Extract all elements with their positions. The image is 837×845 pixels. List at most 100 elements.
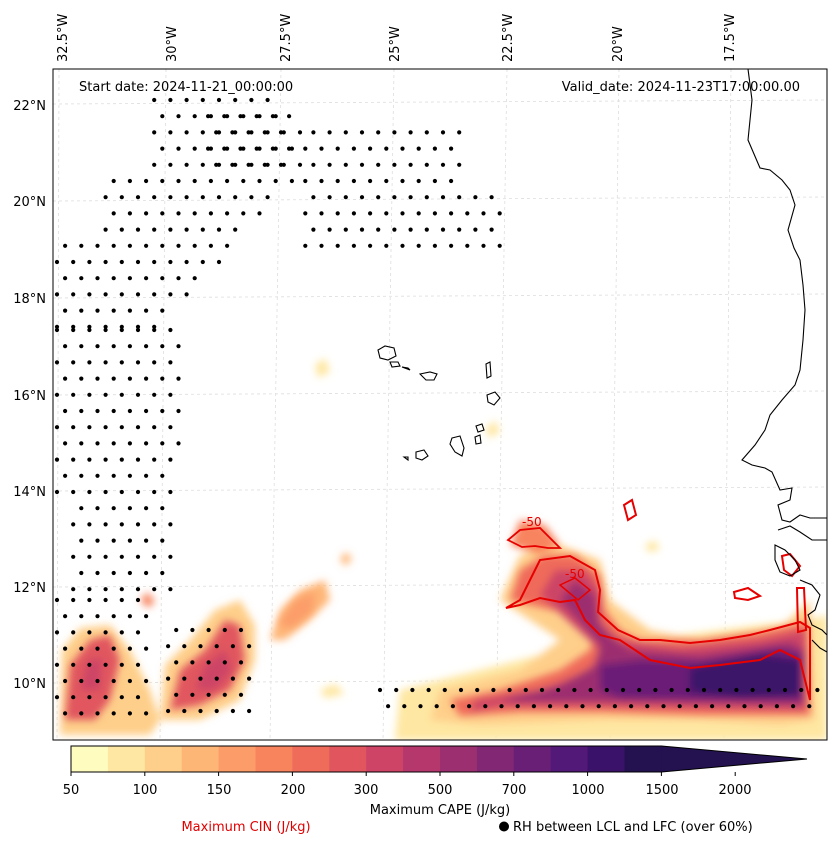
rh-dot — [71, 587, 76, 592]
rh-dot — [103, 259, 108, 265]
rh-dot — [481, 243, 486, 248]
rh-dot — [95, 538, 100, 543]
rh-dot — [216, 259, 222, 265]
rh-dot — [79, 276, 84, 281]
rh-dot — [135, 522, 141, 527]
rh-dot — [87, 587, 92, 592]
rh-dot — [410, 687, 415, 693]
rh-dot — [750, 687, 755, 693]
rh-dot — [343, 227, 348, 232]
rh-dot — [174, 692, 179, 697]
rh-dot — [103, 630, 108, 635]
rh-dot — [135, 630, 141, 635]
colorbar-segment — [255, 746, 293, 772]
rh-dot — [734, 687, 739, 693]
rh-dot — [206, 146, 211, 151]
rh-dots — [54, 97, 820, 716]
rh-dot — [103, 227, 108, 232]
rh-dot — [79, 711, 84, 716]
rh-dot — [144, 211, 149, 216]
rh-dot — [160, 570, 165, 576]
rh-dot — [214, 644, 219, 649]
colorbar-tick: 150 — [207, 783, 232, 798]
rh-dot — [79, 506, 84, 511]
rh-dot — [225, 243, 230, 248]
longitude-labels: 32.5°W 30°W 27.5°W 25°W 22.5°W 20°W 17.5… — [56, 14, 738, 62]
rh-dot — [408, 227, 413, 232]
rh-dot — [95, 276, 100, 281]
rh-dot — [377, 687, 383, 693]
rh-dot — [111, 376, 116, 381]
rh-dot — [127, 408, 132, 414]
rh-dot — [79, 646, 84, 651]
rh-dot — [483, 704, 488, 709]
rh-dot — [311, 195, 316, 200]
rh-dot — [247, 676, 252, 681]
rh-dot — [119, 489, 124, 495]
rh-dot — [766, 687, 771, 693]
rh-dot — [457, 130, 462, 135]
rh-dot — [287, 114, 292, 119]
rh-dot — [103, 662, 108, 667]
rh-dot — [168, 392, 173, 397]
rh-dot — [160, 114, 165, 119]
rh-dot — [392, 195, 397, 200]
rh-dot — [434, 704, 439, 709]
rh-dot — [111, 506, 116, 511]
rh-dot — [791, 704, 796, 709]
rh-dot — [653, 687, 658, 693]
rh-dot — [408, 162, 413, 167]
rh-dot — [95, 308, 100, 313]
rh-dot — [63, 408, 68, 414]
rh-dot — [612, 704, 618, 709]
rh-dot — [192, 211, 197, 216]
rh-dot — [351, 211, 356, 216]
rh-dot — [208, 178, 213, 184]
rh-dot — [222, 692, 227, 697]
rh-dot — [71, 457, 76, 462]
rh-dot — [343, 130, 348, 135]
colorbar-tick: 700 — [502, 783, 527, 798]
rh-dot — [262, 130, 267, 135]
rh-dot — [184, 195, 189, 200]
rh-dot — [111, 678, 116, 684]
rh-dot — [135, 360, 141, 365]
rh-dot — [152, 587, 157, 592]
rh-dot — [192, 146, 197, 151]
rh-dot — [54, 360, 60, 365]
rh-dot — [111, 243, 116, 248]
rh-dot — [71, 327, 76, 333]
rh-dot — [54, 425, 60, 430]
rh-dot — [160, 276, 165, 281]
rh-dot — [79, 441, 84, 446]
rh-dot — [144, 441, 149, 446]
rh-dot — [135, 227, 141, 232]
colorbar-segment — [403, 746, 441, 772]
rh-dot — [87, 292, 92, 297]
colorbar-tick: 2000 — [718, 783, 751, 798]
rh-dot — [208, 243, 213, 248]
rh-dot — [127, 344, 132, 349]
rh-dot — [343, 195, 348, 200]
rh-dot — [254, 114, 259, 119]
rh-dot — [95, 506, 100, 511]
rh-dot — [144, 178, 149, 184]
rh-dot — [87, 597, 92, 603]
lat-label: 10°N — [13, 677, 46, 692]
rh-dot — [198, 644, 203, 649]
rh-dot — [368, 146, 373, 151]
rh-dot — [144, 408, 149, 414]
rh-dot — [467, 704, 472, 709]
rh-dot — [103, 360, 108, 365]
rh-dot — [249, 97, 254, 103]
rh-dot — [152, 130, 157, 135]
rh-dot — [184, 259, 189, 265]
rh-dot — [144, 376, 149, 381]
rh-dot — [465, 243, 470, 248]
rh-dot — [87, 695, 92, 700]
rh-dot — [103, 324, 108, 329]
rh-dot — [497, 211, 502, 216]
rh-dot — [303, 178, 308, 184]
rh-dot — [135, 195, 141, 200]
rh-dot — [214, 676, 219, 681]
